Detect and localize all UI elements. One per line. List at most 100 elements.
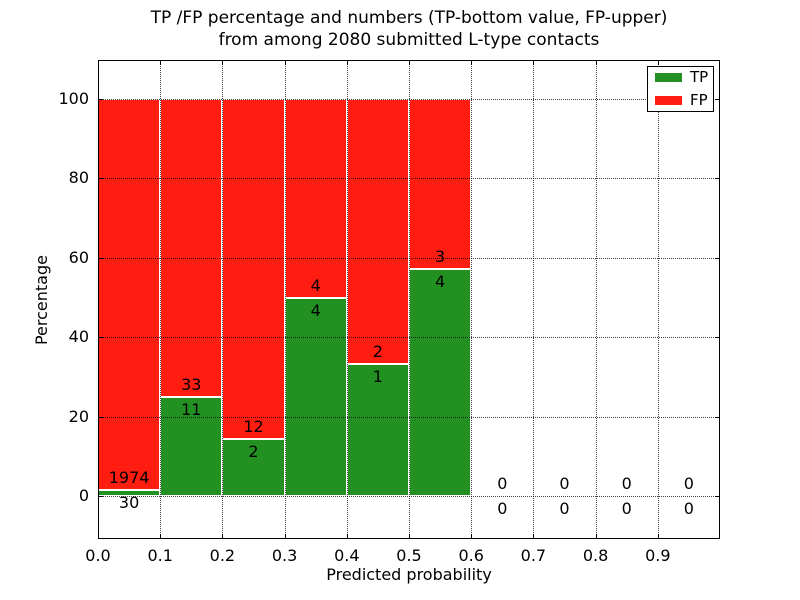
- gridline: [284, 60, 286, 539]
- tick-mark: [715, 496, 719, 498]
- gridline: [98, 496, 720, 498]
- tick-mark: [98, 534, 99, 538]
- y-tick-label: 0: [78, 486, 89, 506]
- tick-mark: [160, 534, 162, 538]
- y-tick-label: 60: [68, 247, 89, 267]
- tick-mark: [98, 61, 99, 65]
- tp-count-label: 2: [248, 442, 259, 462]
- tick-mark: [222, 534, 224, 538]
- bar-fp-segment: [160, 98, 223, 397]
- gridline: [160, 60, 162, 539]
- fp-count-label: 33: [181, 374, 202, 394]
- tick-mark: [715, 337, 719, 339]
- gridline: [98, 178, 720, 180]
- legend-item-fp: FP: [655, 93, 713, 108]
- tp-count-label: 1: [372, 366, 383, 386]
- bar-tp-segment: [346, 363, 409, 497]
- gridline: [409, 60, 410, 539]
- x-tick-label: 0.1: [147, 546, 173, 565]
- fp-count-label: 4: [310, 275, 321, 295]
- fp-count-label: 0: [621, 474, 632, 494]
- tick-mark: [657, 61, 659, 65]
- fp-count-label: 2: [372, 341, 383, 361]
- tick-mark: [715, 178, 719, 180]
- fp-count-label: 0: [559, 474, 570, 494]
- chart-title-line1: TP /FP percentage and numbers (TP-bottom…: [150, 8, 668, 28]
- gridline: [595, 60, 597, 539]
- x-tick-label: 0.3: [271, 546, 298, 565]
- gridline: [346, 60, 348, 539]
- tick-mark: [409, 61, 410, 65]
- tick-mark: [99, 257, 103, 259]
- x-tick-label: 0.9: [645, 546, 671, 565]
- gridline: [98, 416, 720, 418]
- tick-mark: [657, 534, 659, 538]
- legend-label-fp: FP: [690, 91, 708, 109]
- fp-count-label: 0: [497, 474, 508, 494]
- tick-mark: [533, 534, 535, 538]
- tick-mark: [346, 61, 348, 65]
- tick-mark: [346, 534, 348, 538]
- gridline: [471, 60, 473, 539]
- fp-count-label: 0: [683, 474, 694, 494]
- legend-label-tp: TP: [690, 68, 709, 86]
- bar-tp-segment: [284, 297, 347, 497]
- gridline: [98, 98, 720, 100]
- bar-tp-segment: [160, 396, 223, 497]
- bar-fp-segment: [98, 98, 161, 491]
- legend: TP FP: [647, 66, 714, 112]
- gridline: [98, 337, 720, 339]
- x-tick-label: 0.2: [209, 546, 236, 565]
- fp-count-label: 12: [243, 417, 264, 437]
- tick-mark: [99, 337, 103, 339]
- tick-mark: [284, 61, 286, 65]
- tick-mark: [222, 61, 224, 65]
- fp-color-swatch: [655, 96, 682, 105]
- fp-count-label: 1974: [108, 468, 150, 488]
- tp-count-label: 0: [497, 499, 508, 519]
- y-tick-label: 80: [68, 168, 89, 188]
- tick-mark: [715, 416, 719, 418]
- gridline: [533, 60, 535, 539]
- tp-color-swatch: [655, 73, 682, 82]
- tick-mark: [595, 534, 597, 538]
- gridline: [98, 257, 720, 259]
- tick-mark: [99, 98, 103, 100]
- x-tick-label: 0.8: [582, 546, 609, 565]
- bar-tp-segment: [409, 269, 472, 497]
- bar-fp-segment: [222, 98, 285, 440]
- x-tick-label: 0.7: [520, 546, 547, 565]
- tick-mark: [99, 416, 103, 418]
- tp-count-label: 4: [310, 300, 321, 320]
- fp-count-label: 3: [435, 247, 446, 267]
- tp-count-label: 0: [559, 499, 570, 519]
- tick-mark: [471, 61, 473, 65]
- tick-mark: [715, 98, 719, 100]
- tp-count-label: 0: [621, 499, 632, 519]
- tick-mark: [595, 61, 597, 65]
- tick-mark: [533, 61, 535, 65]
- x-tick-label: 0.4: [334, 546, 360, 565]
- tick-mark: [99, 496, 103, 498]
- y-tick-label: 40: [68, 327, 89, 347]
- x-axis-label: Predicted probability: [326, 565, 492, 584]
- x-tick-label: 0.6: [458, 546, 484, 565]
- tick-mark: [409, 534, 410, 538]
- y-tick-label: 100: [58, 88, 89, 108]
- tick-mark: [160, 61, 162, 65]
- chart-title-line2: from among 2080 submitted L-type contact…: [218, 30, 600, 50]
- bar-fp-segment: [284, 98, 347, 298]
- tick-mark: [715, 257, 719, 259]
- x-tick-label: 0.5: [396, 546, 422, 565]
- tp-count-label: 4: [435, 272, 446, 292]
- bar-fp-segment: [409, 98, 472, 270]
- tick-mark: [99, 178, 103, 180]
- gridline: [657, 60, 659, 539]
- gridline: [222, 60, 224, 539]
- y-tick-label: 20: [68, 406, 89, 426]
- bar-fp-segment: [346, 98, 409, 364]
- x-tick-label: 0.0: [85, 546, 111, 565]
- tick-mark: [471, 534, 473, 538]
